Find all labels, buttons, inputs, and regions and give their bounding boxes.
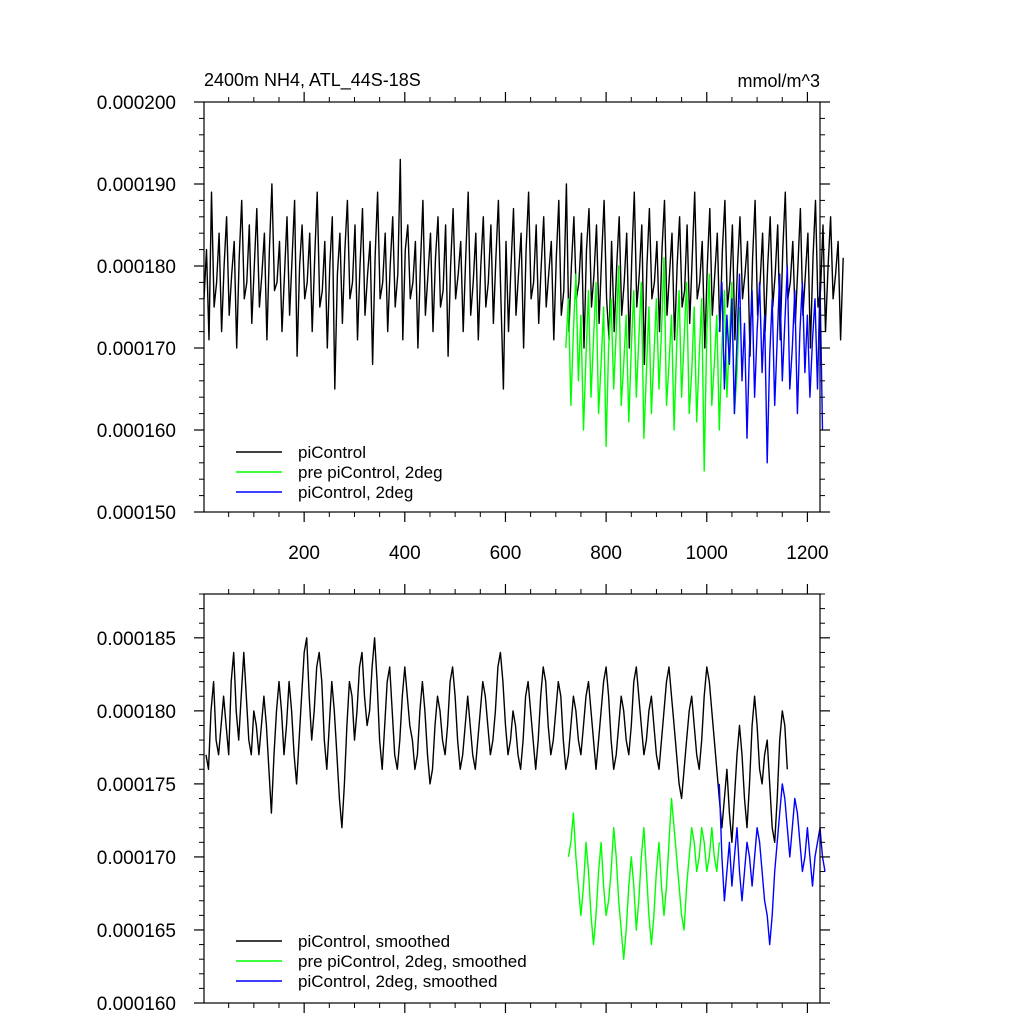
units-label: mmol/m^3 [738,71,820,91]
top-series-group [203,158,844,472]
plot-frame [203,593,821,1004]
y-tick-label: 0.000160 [97,421,176,442]
y-tick-label: 0.000170 [97,848,176,869]
x-tick-label: 1000 [686,543,728,564]
series-line-1 [565,257,741,472]
y-tick-label: 0.000180 [97,702,176,723]
chart-title: 2400m NH4, ATL_44S-18S [204,70,421,91]
bottom-panel: 0.000160 0.000165 0.000170 0.000175 0.000180… [97,584,830,1015]
y-tick-label: 0.000165 [97,921,176,942]
x-tick-label: 1200 [786,543,828,564]
legend-label: piControl, 2deg, smoothed [298,972,497,991]
bottom-axes-group: 0.000160 0.000165 0.000170 0.000175 0.000180… [97,584,830,1015]
y-tick-label: 0.000150 [97,503,176,524]
x-tick-label: 400 [389,543,421,564]
legend-label: piControl [298,443,366,462]
y-tick-label: 0.000185 [97,629,176,650]
series-line-2 [718,783,826,946]
top-axes-group: 200 400 600 800 1000 1200 0.000150 0.000160 0.00… [97,92,830,564]
legend-label: pre piControl, 2deg [298,463,443,482]
series-line-0 [205,637,788,843]
bottom-series-group [205,637,826,960]
y-tick-label: 0.000175 [97,775,176,796]
series-line-2 [718,265,824,464]
y-tick-label: 0.000160 [97,994,176,1015]
x-tick-label: 800 [590,543,622,564]
series-line-1 [567,797,720,960]
legend-label: piControl, smoothed [298,932,450,951]
y-tick-label: 0.000200 [97,93,176,114]
y-tick-label: 0.000170 [97,339,176,360]
plot-frame [203,101,821,513]
x-tick-label: 600 [490,543,522,564]
x-tick-label: 200 [288,543,320,564]
top-panel: 2400m NH4, ATL_44S-18S mmol/m^3 200 400 60… [97,70,844,564]
y-tick-label: 0.000190 [97,175,176,196]
legend-label: pre piControl, 2deg, smoothed [298,952,527,971]
y-tick-label: 0.000180 [97,257,176,278]
series-line-0 [203,158,844,390]
legend-label: piControl, 2deg [298,483,413,502]
